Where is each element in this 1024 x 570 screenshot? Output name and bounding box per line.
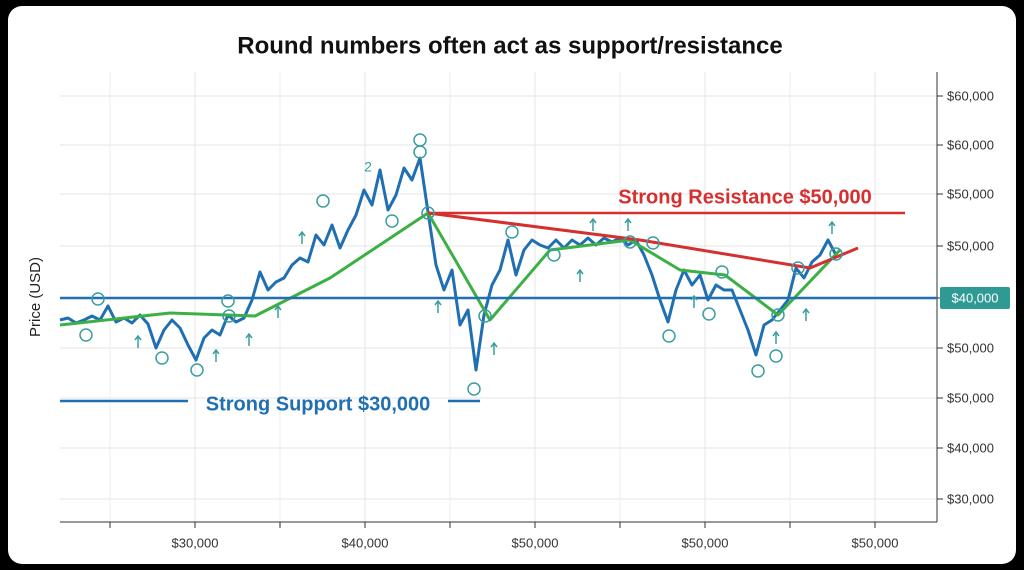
marker xyxy=(829,247,843,261)
line xyxy=(59,211,842,327)
marker xyxy=(385,214,399,228)
arrow xyxy=(434,299,442,313)
marker xyxy=(413,145,427,159)
arrow xyxy=(274,304,282,318)
y-tick-highlight xyxy=(940,287,1010,309)
x-tick-label: $40,000 xyxy=(342,535,389,550)
arrow xyxy=(212,348,220,362)
y-tick-label: $40,000 xyxy=(952,290,999,305)
y-tick-label: $60,000 xyxy=(947,137,994,152)
arrow xyxy=(245,332,253,346)
panel xyxy=(8,6,1016,564)
arrow xyxy=(690,294,698,308)
marker xyxy=(505,225,519,239)
arrow xyxy=(576,268,584,282)
line xyxy=(427,211,859,270)
annotation: 2 xyxy=(364,159,372,175)
marker xyxy=(222,309,236,323)
y-tick-label: $50,000 xyxy=(947,340,994,355)
marker xyxy=(715,265,729,279)
marker xyxy=(91,292,105,306)
arrow xyxy=(802,307,810,321)
marker xyxy=(79,328,93,342)
y-tick-label: $50,000 xyxy=(947,390,994,405)
marker xyxy=(751,364,765,378)
y-tick-label: $50,000 xyxy=(947,186,994,201)
annotation: Strong Resistance $50,000 xyxy=(618,186,871,208)
arrow xyxy=(134,334,142,348)
arrow xyxy=(772,330,780,344)
arrow xyxy=(624,217,632,231)
y-axis-label: Price (USD) xyxy=(27,257,44,337)
x-tick-label: $50,000 xyxy=(682,535,729,550)
annotation: Strong Support $30,000 xyxy=(206,393,431,415)
chart-title: Round numbers often act as support/resis… xyxy=(237,32,782,59)
y-tick-label: $30,000 xyxy=(947,491,994,506)
x-tick-label: $30,000 xyxy=(172,535,219,550)
y-tick-label: $40,000 xyxy=(947,440,994,455)
marker xyxy=(771,308,785,322)
x-tick-label: $50,000 xyxy=(852,535,899,550)
marker xyxy=(646,236,660,250)
x-tick-label: $50,000 xyxy=(512,535,559,550)
marker xyxy=(769,349,783,363)
y-tick-label: $50,000 xyxy=(947,238,994,253)
marker xyxy=(413,133,427,147)
marker xyxy=(155,351,169,365)
arrow xyxy=(828,220,836,234)
marker xyxy=(316,194,330,208)
marker xyxy=(190,363,204,377)
arrow xyxy=(298,230,306,244)
line xyxy=(59,156,838,372)
marker xyxy=(478,309,492,323)
marker xyxy=(662,329,676,343)
y-tick-label: $60,000 xyxy=(947,88,994,103)
marker xyxy=(547,248,561,262)
marker xyxy=(791,261,805,275)
marker xyxy=(702,307,716,321)
marker xyxy=(421,206,435,220)
arrow xyxy=(589,217,597,231)
marker xyxy=(221,294,235,308)
marker xyxy=(467,382,481,396)
marker xyxy=(623,235,637,249)
arrow xyxy=(490,341,498,355)
